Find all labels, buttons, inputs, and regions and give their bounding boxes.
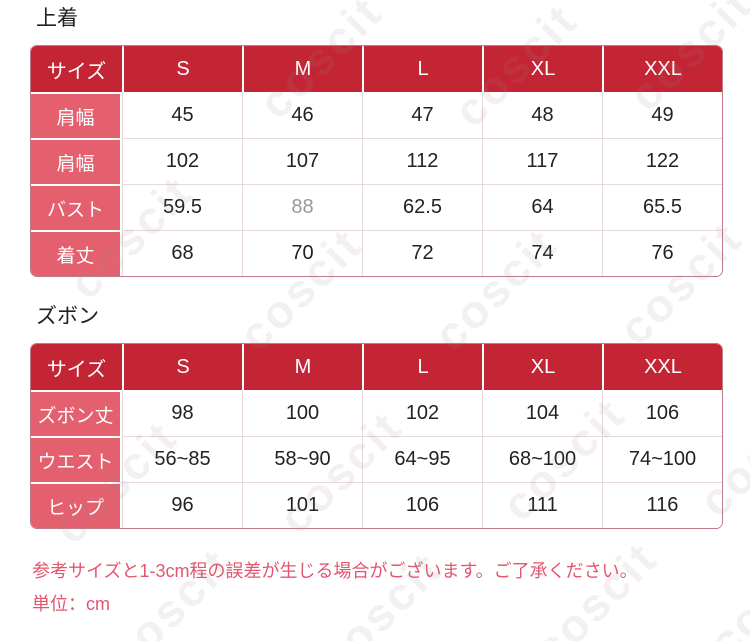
value-cell: 100	[242, 390, 362, 436]
value-cell: 62.5	[362, 184, 482, 230]
value-cell: 68~100	[482, 436, 602, 482]
table-row: バスト 59.5 88 62.5 64 65.5	[31, 184, 722, 230]
unit-note: 単位：cm	[32, 594, 110, 614]
value-cell: 47	[362, 92, 482, 138]
row-label-cell: ウエスト	[31, 436, 122, 482]
table-row: 肩幅 102 107 112 117 122	[31, 138, 722, 184]
size-column-header-cell: XXL	[602, 46, 722, 92]
size-column-header-cell: S	[122, 46, 242, 92]
size-column-header-cell: XL	[482, 46, 602, 92]
size-label-header-cell: サイズ	[31, 344, 122, 390]
value-cell: 70	[242, 230, 362, 276]
value-cell: 58~90	[242, 436, 362, 482]
pants-size-table-wrap: サイズ S M L XL XXL ズボン丈 98 100 102 104 106 ウエスト 56~85 58…	[30, 343, 723, 529]
value-cell: 74~100	[602, 436, 722, 482]
value-cell: 65.5	[602, 184, 722, 230]
value-cell: 72	[362, 230, 482, 276]
section-title-pants: ズボン	[36, 305, 99, 328]
value-cell: 59.5	[122, 184, 242, 230]
table-row: ウエスト 56~85 58~90 64~95 68~100 74~100	[31, 436, 722, 482]
size-column-header-cell: M	[242, 46, 362, 92]
tops-size-table: サイズ S M L XL XXL 肩幅 45 46 47 48 49 肩幅 102 107 112 117 122…	[31, 46, 722, 276]
value-cell: 106	[362, 482, 482, 528]
header-row: サイズ S M L XL XXL	[31, 344, 722, 390]
table-row: 着丈 68 70 72 74 76	[31, 230, 722, 276]
value-cell: 102	[122, 138, 242, 184]
value-cell: 106	[602, 390, 722, 436]
value-cell: 64~95	[362, 436, 482, 482]
value-cell: 76	[602, 230, 722, 276]
value-cell: 107	[242, 138, 362, 184]
value-cell: 64	[482, 184, 602, 230]
row-label-cell: 肩幅	[31, 138, 122, 184]
size-column-header-cell: XXL	[602, 344, 722, 390]
header-row: サイズ S M L XL XXL	[31, 46, 722, 92]
value-cell: 102	[362, 390, 482, 436]
row-label-cell: ヒップ	[31, 482, 122, 528]
value-cell: 112	[362, 138, 482, 184]
value-cell: 45	[122, 92, 242, 138]
value-cell: 56~85	[122, 436, 242, 482]
value-cell: 46	[242, 92, 362, 138]
value-cell: 116	[602, 482, 722, 528]
size-column-header-cell: L	[362, 46, 482, 92]
value-cell: 104	[482, 390, 602, 436]
size-label-header-cell: サイズ	[31, 46, 122, 92]
value-cell: 88	[242, 184, 362, 230]
section-title-tops: 上着	[36, 7, 78, 30]
table-row: 肩幅 45 46 47 48 49	[31, 92, 722, 138]
footnotes: 参考サイズと1-3cm程の誤差が生じる場合がございます。ご了承ください。 単位：…	[32, 560, 723, 615]
row-label-cell: バスト	[31, 184, 122, 230]
tops-size-table-wrap: サイズ S M L XL XXL 肩幅 45 46 47 48 49 肩幅 102 107 112 117 122…	[30, 45, 723, 277]
value-cell: 49	[602, 92, 722, 138]
row-label-cell: ズボン丈	[31, 390, 122, 436]
row-label-cell: 着丈	[31, 230, 122, 276]
value-cell: 98	[122, 390, 242, 436]
table-row: ズボン丈 98 100 102 104 106	[31, 390, 722, 436]
tolerance-note: 参考サイズと1-3cm程の誤差が生じる場合がございます。ご了承ください。	[32, 561, 638, 581]
value-cell: 96	[122, 482, 242, 528]
value-cell: 68	[122, 230, 242, 276]
value-cell: 117	[482, 138, 602, 184]
size-column-header-cell: M	[242, 344, 362, 390]
value-cell: 101	[242, 482, 362, 528]
value-cell: 48	[482, 92, 602, 138]
value-cell: 122	[602, 138, 722, 184]
size-column-header-cell: S	[122, 344, 242, 390]
row-label-cell: 肩幅	[31, 92, 122, 138]
size-column-header-cell: XL	[482, 344, 602, 390]
table-row: ヒップ 96 101 106 111 116	[31, 482, 722, 528]
value-cell: 74	[482, 230, 602, 276]
pants-size-table: サイズ S M L XL XXL ズボン丈 98 100 102 104 106 ウエスト 56~85 58…	[31, 344, 722, 528]
size-column-header-cell: L	[362, 344, 482, 390]
value-cell: 111	[482, 482, 602, 528]
